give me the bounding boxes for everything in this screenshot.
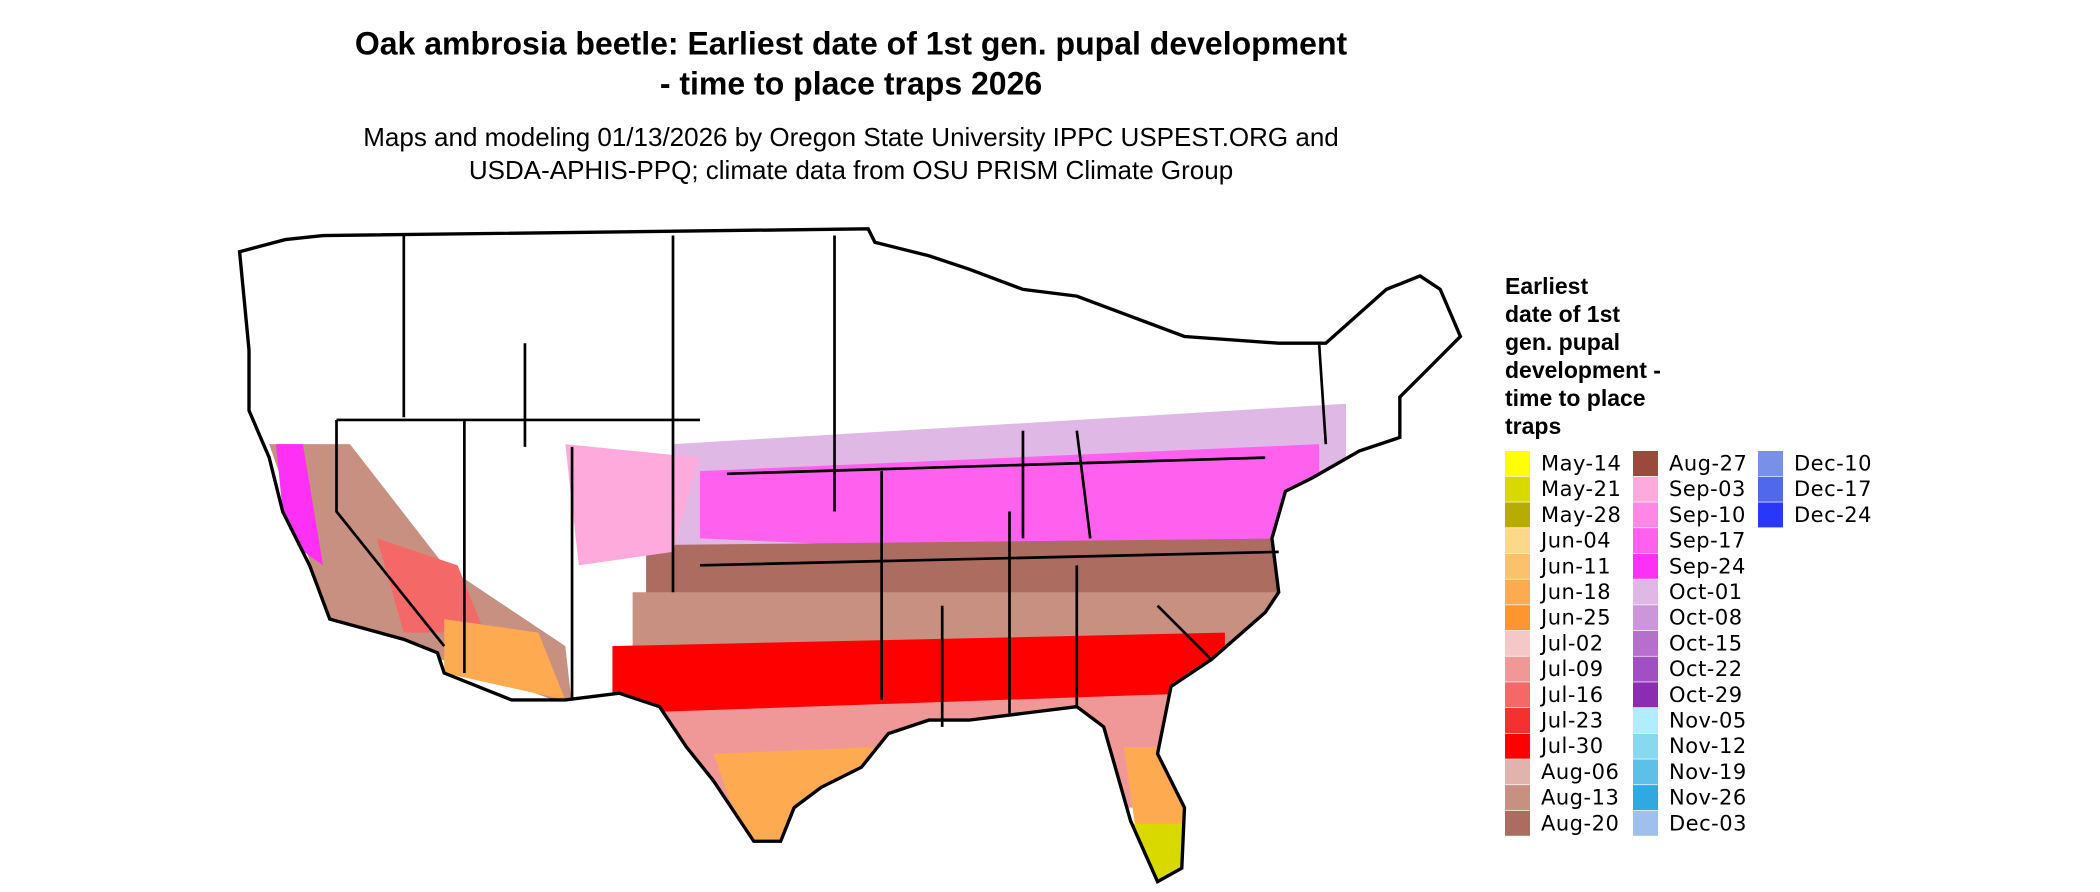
legend-label: Sep-24	[1669, 554, 1746, 578]
legend-label: Jun-25	[1539, 606, 1611, 630]
legend-swatch	[1505, 528, 1530, 554]
legend-swatch	[1505, 682, 1530, 708]
map-zone	[713, 747, 875, 848]
legend-swatch	[1505, 630, 1530, 656]
legend-label: May-21	[1541, 477, 1621, 501]
legend-label: Aug-13	[1541, 786, 1619, 810]
legend-swatch	[1633, 759, 1658, 785]
legend-swatch	[1505, 785, 1530, 811]
title: Oak ambrosia beetle: Earliest date of 1s…	[355, 25, 1348, 61]
legend-swatch	[1505, 708, 1530, 733]
legend-label: Jun-11	[1539, 554, 1611, 578]
legend-label: Jul-30	[1539, 734, 1604, 758]
legend-swatch	[1505, 553, 1530, 579]
legend-swatch	[1633, 708, 1658, 733]
legend-swatch	[1505, 476, 1530, 502]
legend-swatch	[1505, 451, 1530, 476]
subtitle: Maps and modeling 01/13/2026 by Oregon S…	[363, 122, 1339, 152]
legend-swatch	[1633, 579, 1658, 605]
legend-swatch	[1633, 630, 1658, 656]
legend-swatch	[1633, 476, 1658, 502]
legend-swatch	[1633, 682, 1658, 708]
legend-swatch	[1505, 759, 1530, 785]
legend-swatch	[1633, 605, 1658, 631]
legend-swatch	[1505, 810, 1530, 836]
legend-label: May-28	[1541, 503, 1621, 527]
legend-label: Dec-10	[1794, 452, 1872, 476]
legend-label: Aug-20	[1541, 811, 1619, 835]
legend-title: date of 1st	[1505, 301, 1620, 327]
legend-label: Aug-06	[1541, 760, 1619, 784]
legend-label: Oct-15	[1669, 631, 1743, 655]
legend-label: Jul-16	[1539, 683, 1604, 707]
legend-swatch	[1633, 733, 1658, 759]
legend-swatch	[1633, 810, 1658, 836]
legend-label: Dec-24	[1794, 503, 1872, 527]
map-zone	[699, 444, 1320, 566]
legend-swatch	[1633, 553, 1658, 579]
legend-label: Nov-05	[1669, 709, 1747, 733]
legend-swatch	[1633, 785, 1658, 811]
legend-swatch	[1758, 476, 1783, 502]
legend-title: gen. pupal	[1505, 329, 1620, 355]
legend-label: Jul-02	[1539, 631, 1604, 655]
map	[237, 227, 1463, 884]
legend-title: Earliest	[1505, 273, 1588, 299]
legend-label: Nov-26	[1669, 786, 1747, 810]
legend-label: Sep-17	[1669, 529, 1746, 553]
legend-label: Nov-12	[1669, 734, 1747, 758]
legend-swatch	[1633, 528, 1658, 554]
legend-label: Dec-17	[1794, 477, 1872, 501]
legend-label: Dec-03	[1669, 811, 1747, 835]
legend-label: Oct-08	[1669, 606, 1743, 630]
legend-title: traps	[1505, 413, 1561, 439]
legend-swatch	[1505, 502, 1530, 528]
legend-swatch	[1758, 451, 1783, 476]
legend-swatch	[1633, 451, 1658, 476]
legend-label: Sep-10	[1669, 503, 1746, 527]
legend-swatch	[1505, 656, 1530, 682]
title: - time to place traps 2026	[660, 65, 1042, 101]
map-zone	[444, 619, 566, 700]
legend-label: Aug-27	[1669, 452, 1747, 476]
legend-swatch	[1633, 502, 1658, 528]
legend-label: Oct-29	[1669, 683, 1743, 707]
legend-title: time to place	[1505, 385, 1646, 411]
legend-label: Nov-19	[1669, 760, 1747, 784]
legend-swatch	[1633, 656, 1658, 682]
legend-label: Oct-22	[1669, 657, 1743, 681]
state-borders	[335, 235, 1328, 727]
legend-swatch	[1505, 605, 1530, 631]
legend-label: Sep-03	[1669, 477, 1746, 501]
legend-swatch	[1505, 733, 1530, 759]
legend-label: Jun-18	[1539, 580, 1611, 604]
legend-swatch	[1505, 579, 1530, 605]
legend-label: Oct-01	[1669, 580, 1743, 604]
map-zone	[376, 538, 485, 633]
legend-label: Jul-23	[1539, 709, 1604, 733]
legend-label: Jun-04	[1539, 529, 1611, 553]
legend-title: development -	[1505, 357, 1661, 383]
legend-label: May-14	[1541, 452, 1621, 476]
subtitle: USDA-APHIS-PPQ; climate data from OSU PR…	[469, 155, 1233, 185]
legend-label: Jul-09	[1539, 657, 1604, 681]
map-zone	[565, 444, 700, 566]
legend-swatch	[1758, 502, 1783, 528]
